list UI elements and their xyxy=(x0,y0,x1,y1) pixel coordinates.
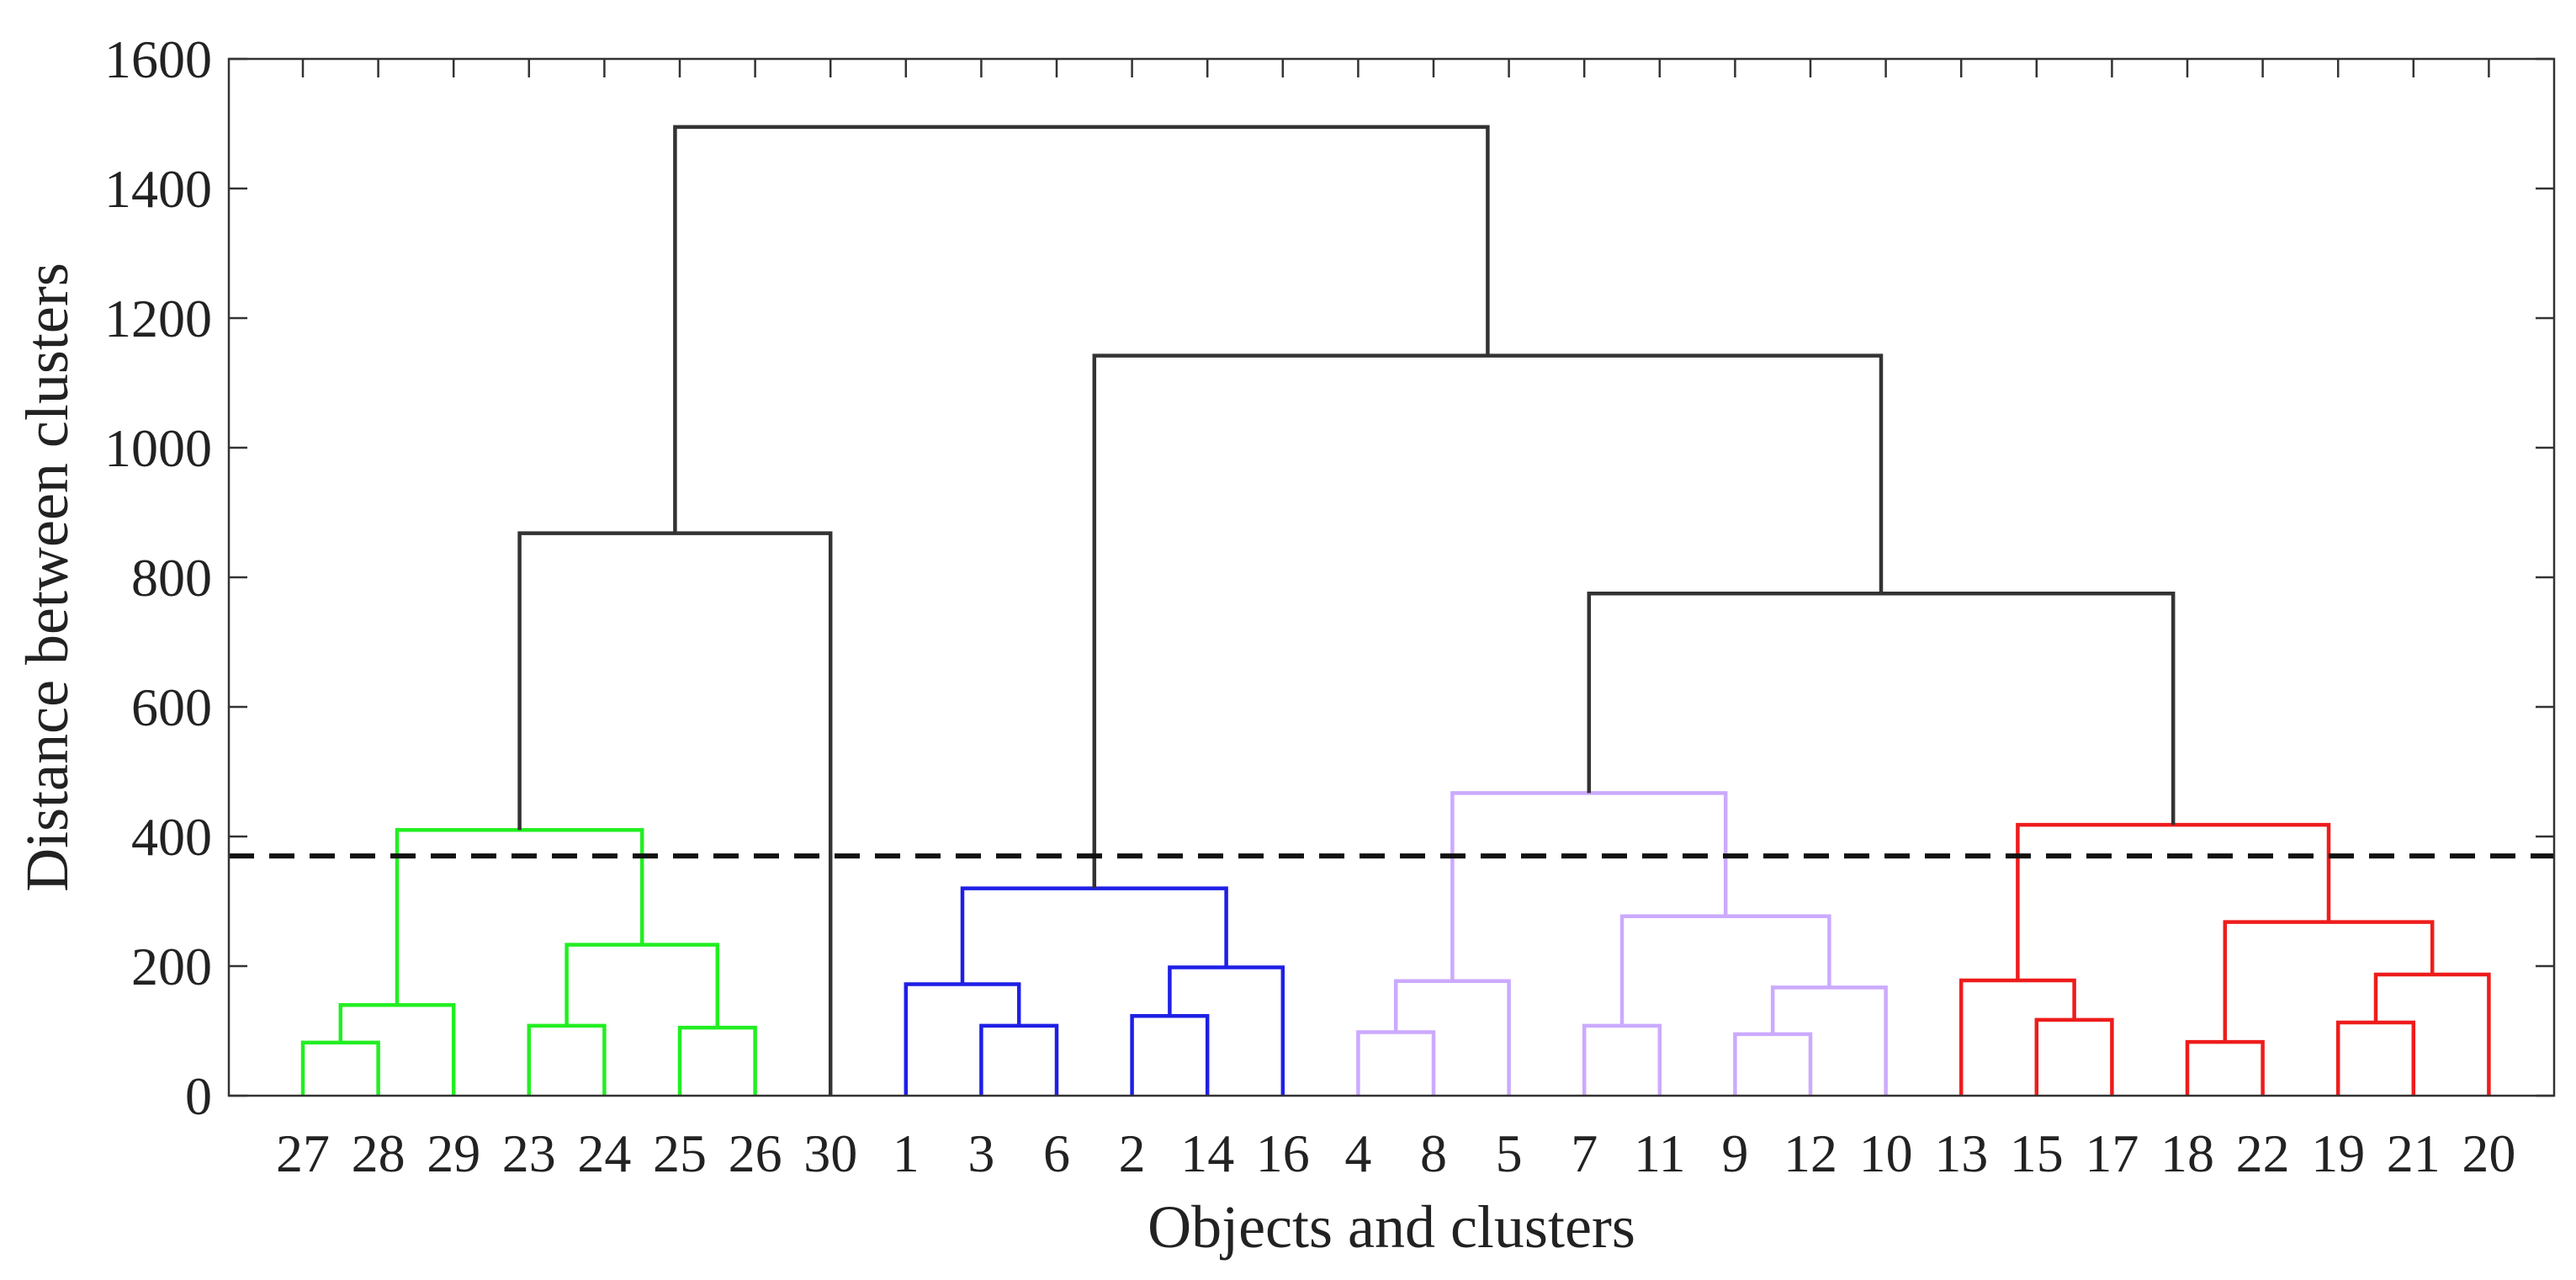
y-tick-label: 1000 xyxy=(104,418,212,478)
x-tick-label: 9 xyxy=(1721,1123,1748,1183)
dendrogram-link xyxy=(673,125,1490,534)
x-tick-label: 13 xyxy=(1934,1123,1988,1183)
x-tick-label: 23 xyxy=(502,1123,556,1183)
x-tick-label: 7 xyxy=(1571,1123,1598,1183)
y-tick-label: 1600 xyxy=(104,29,212,89)
x-tick-label: 8 xyxy=(1420,1123,1447,1183)
y-axis-ticks: 0 200 400 600 800 1000 1200 1400 1600 xyxy=(104,29,2554,1126)
y-tick-label: 400 xyxy=(131,807,212,867)
x-tick-label: 15 xyxy=(2010,1123,2064,1183)
y-tick-label: 200 xyxy=(131,937,212,996)
x-tick-label: 4 xyxy=(1344,1123,1371,1183)
x-tick-label: 5 xyxy=(1496,1123,1523,1183)
x-tick-label: 22 xyxy=(2236,1123,2290,1183)
x-tick-label: 29 xyxy=(427,1123,480,1183)
x-tick-label: 27 xyxy=(276,1123,330,1183)
y-tick-label: 0 xyxy=(185,1066,212,1126)
dendrogram-links xyxy=(300,125,2491,1096)
x-tick-label: 25 xyxy=(653,1123,707,1183)
x-tick-label: 10 xyxy=(1859,1123,1913,1183)
y-tick-label: 1200 xyxy=(104,289,212,348)
y-axis-label: Distance between clusters xyxy=(13,263,81,892)
x-tick-label: 14 xyxy=(1180,1123,1234,1183)
x-tick-label: 16 xyxy=(1256,1123,1310,1183)
x-tick-label: 12 xyxy=(1784,1123,1837,1183)
x-tick-label: 28 xyxy=(352,1123,405,1183)
y-tick-label: 1400 xyxy=(104,159,212,219)
x-tick-label: 21 xyxy=(2387,1123,2441,1183)
x-tick-label: 17 xyxy=(2085,1123,2139,1183)
x-tick-label: 20 xyxy=(2462,1123,2515,1183)
y-tick-label: 800 xyxy=(131,548,212,608)
x-tick-label: 6 xyxy=(1043,1123,1070,1183)
x-axis-ticks: 27 28 29 23 24 25 26 30 1 3 6 2 14 16 4 8 5 7 11 9 12 10 13 15 1… xyxy=(276,59,2515,1183)
x-tick-label: 2 xyxy=(1119,1123,1146,1183)
x-tick-label: 18 xyxy=(2160,1123,2214,1183)
x-tick-label: 30 xyxy=(803,1123,857,1183)
x-axis-label: Objects and clusters xyxy=(1148,1193,1635,1261)
x-tick-label: 24 xyxy=(577,1123,631,1183)
y-tick-label: 600 xyxy=(131,677,212,737)
x-tick-label: 3 xyxy=(967,1123,994,1183)
x-tick-label: 26 xyxy=(729,1123,782,1183)
x-tick-label: 1 xyxy=(893,1123,920,1183)
x-tick-label: 19 xyxy=(2311,1123,2365,1183)
x-tick-label: 11 xyxy=(1634,1123,1686,1183)
